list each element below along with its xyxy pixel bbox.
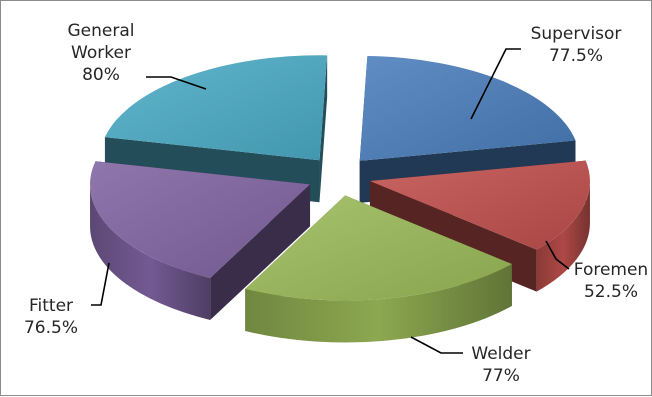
category-label-fitter: Fitter (29, 296, 73, 316)
data-label-value-general-worker: 80% (82, 65, 120, 85)
category-label-supervisor: Supervisor (531, 24, 622, 44)
pie-slice-fitter (90, 161, 311, 278)
pie-slice-foremen (369, 160, 590, 250)
data-label-value-supervisor: 77.5% (549, 46, 603, 66)
category-label-general-worker: General (68, 21, 135, 41)
leader-line-foremen (545, 240, 570, 270)
data-label-value-welder: 77% (482, 366, 520, 386)
leader-line-fitter (91, 262, 110, 306)
category-label-general-worker: Worker (71, 43, 131, 63)
leader-line-supervisor (470, 48, 521, 120)
data-label-value-fitter: 76.5% (24, 318, 78, 338)
pie-slice-supervisor (359, 55, 576, 161)
pie-slice-welder (245, 195, 512, 301)
leader-line-welder (410, 336, 463, 354)
leader-line-general-worker (146, 76, 207, 90)
pie-slice-general-worker (104, 55, 328, 161)
data-label-value-foremen: 52.5% (584, 282, 638, 302)
category-label-foremen: Foremen (574, 260, 648, 280)
category-label-welder: Welder (471, 344, 530, 364)
